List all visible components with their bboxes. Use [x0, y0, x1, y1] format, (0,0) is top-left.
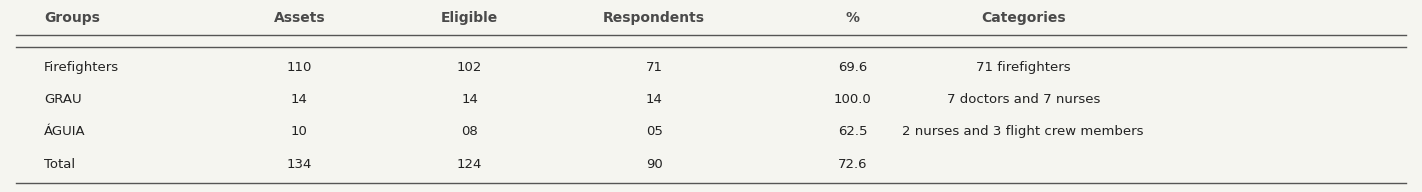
Text: Firefighters: Firefighters	[44, 61, 119, 74]
Text: 14: 14	[461, 93, 478, 106]
Text: 05: 05	[646, 125, 663, 138]
Text: 10: 10	[292, 125, 309, 138]
Text: Respondents: Respondents	[603, 11, 705, 25]
Text: 71 firefighters: 71 firefighters	[975, 61, 1071, 74]
Text: Assets: Assets	[273, 11, 326, 25]
Text: 62.5: 62.5	[838, 125, 867, 138]
Text: 134: 134	[287, 158, 311, 171]
Text: 69.6: 69.6	[839, 61, 867, 74]
Text: Groups: Groups	[44, 11, 100, 25]
Text: Eligible: Eligible	[441, 11, 498, 25]
Text: %: %	[846, 11, 860, 25]
Text: 102: 102	[456, 61, 482, 74]
Text: 124: 124	[456, 158, 482, 171]
Text: Categories: Categories	[981, 11, 1065, 25]
Text: 14: 14	[646, 93, 663, 106]
Text: GRAU: GRAU	[44, 93, 81, 106]
Text: 7 doctors and 7 nurses: 7 doctors and 7 nurses	[947, 93, 1099, 106]
Text: 08: 08	[461, 125, 478, 138]
Text: 2 nurses and 3 flight crew members: 2 nurses and 3 flight crew members	[903, 125, 1143, 138]
Text: 72.6: 72.6	[838, 158, 867, 171]
Text: 71: 71	[646, 61, 663, 74]
Text: 110: 110	[287, 61, 311, 74]
Text: Total: Total	[44, 158, 75, 171]
Text: ÁGUIA: ÁGUIA	[44, 125, 85, 138]
Text: 14: 14	[292, 93, 309, 106]
Text: 100.0: 100.0	[835, 93, 872, 106]
Text: 90: 90	[646, 158, 663, 171]
